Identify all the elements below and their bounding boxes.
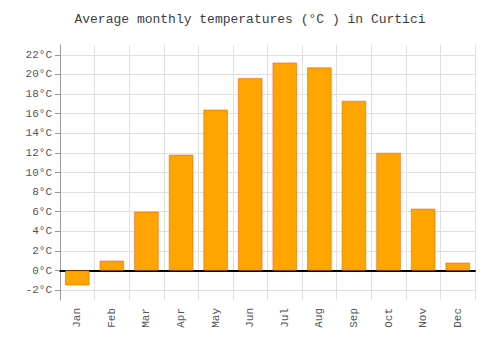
- svg-text:18°C: 18°C: [26, 88, 53, 100]
- svg-text:Jun: Jun: [244, 308, 256, 328]
- svg-text:2°C: 2°C: [32, 245, 52, 257]
- svg-text:Apr: Apr: [175, 308, 187, 328]
- svg-text:Jul: Jul: [279, 308, 291, 328]
- svg-text:May: May: [210, 308, 222, 328]
- svg-text:Dec: Dec: [452, 308, 464, 328]
- svg-text:12°C: 12°C: [26, 147, 53, 159]
- svg-text:8°C: 8°C: [32, 186, 52, 198]
- svg-text:-2°C: -2°C: [26, 284, 53, 296]
- svg-text:6°C: 6°C: [32, 206, 52, 218]
- svg-text:Feb: Feb: [106, 308, 118, 328]
- svg-text:0°C: 0°C: [32, 265, 52, 277]
- svg-text:10°C: 10°C: [26, 167, 53, 179]
- svg-text:14°C: 14°C: [26, 127, 53, 139]
- svg-text:Jan: Jan: [71, 308, 83, 328]
- svg-text:16°C: 16°C: [26, 108, 53, 120]
- svg-text:Oct: Oct: [383, 308, 395, 328]
- svg-text:Mar: Mar: [140, 308, 152, 328]
- svg-text:22°C: 22°C: [26, 49, 53, 61]
- svg-text:20°C: 20°C: [26, 68, 53, 80]
- svg-text:Aug: Aug: [313, 308, 325, 328]
- svg-text:4°C: 4°C: [32, 225, 52, 237]
- svg-text:Average monthly temperatures (: Average monthly temperatures (°C ) in Cu…: [74, 12, 425, 27]
- svg-text:Nov: Nov: [417, 308, 429, 328]
- svg-text:Sep: Sep: [348, 308, 360, 328]
